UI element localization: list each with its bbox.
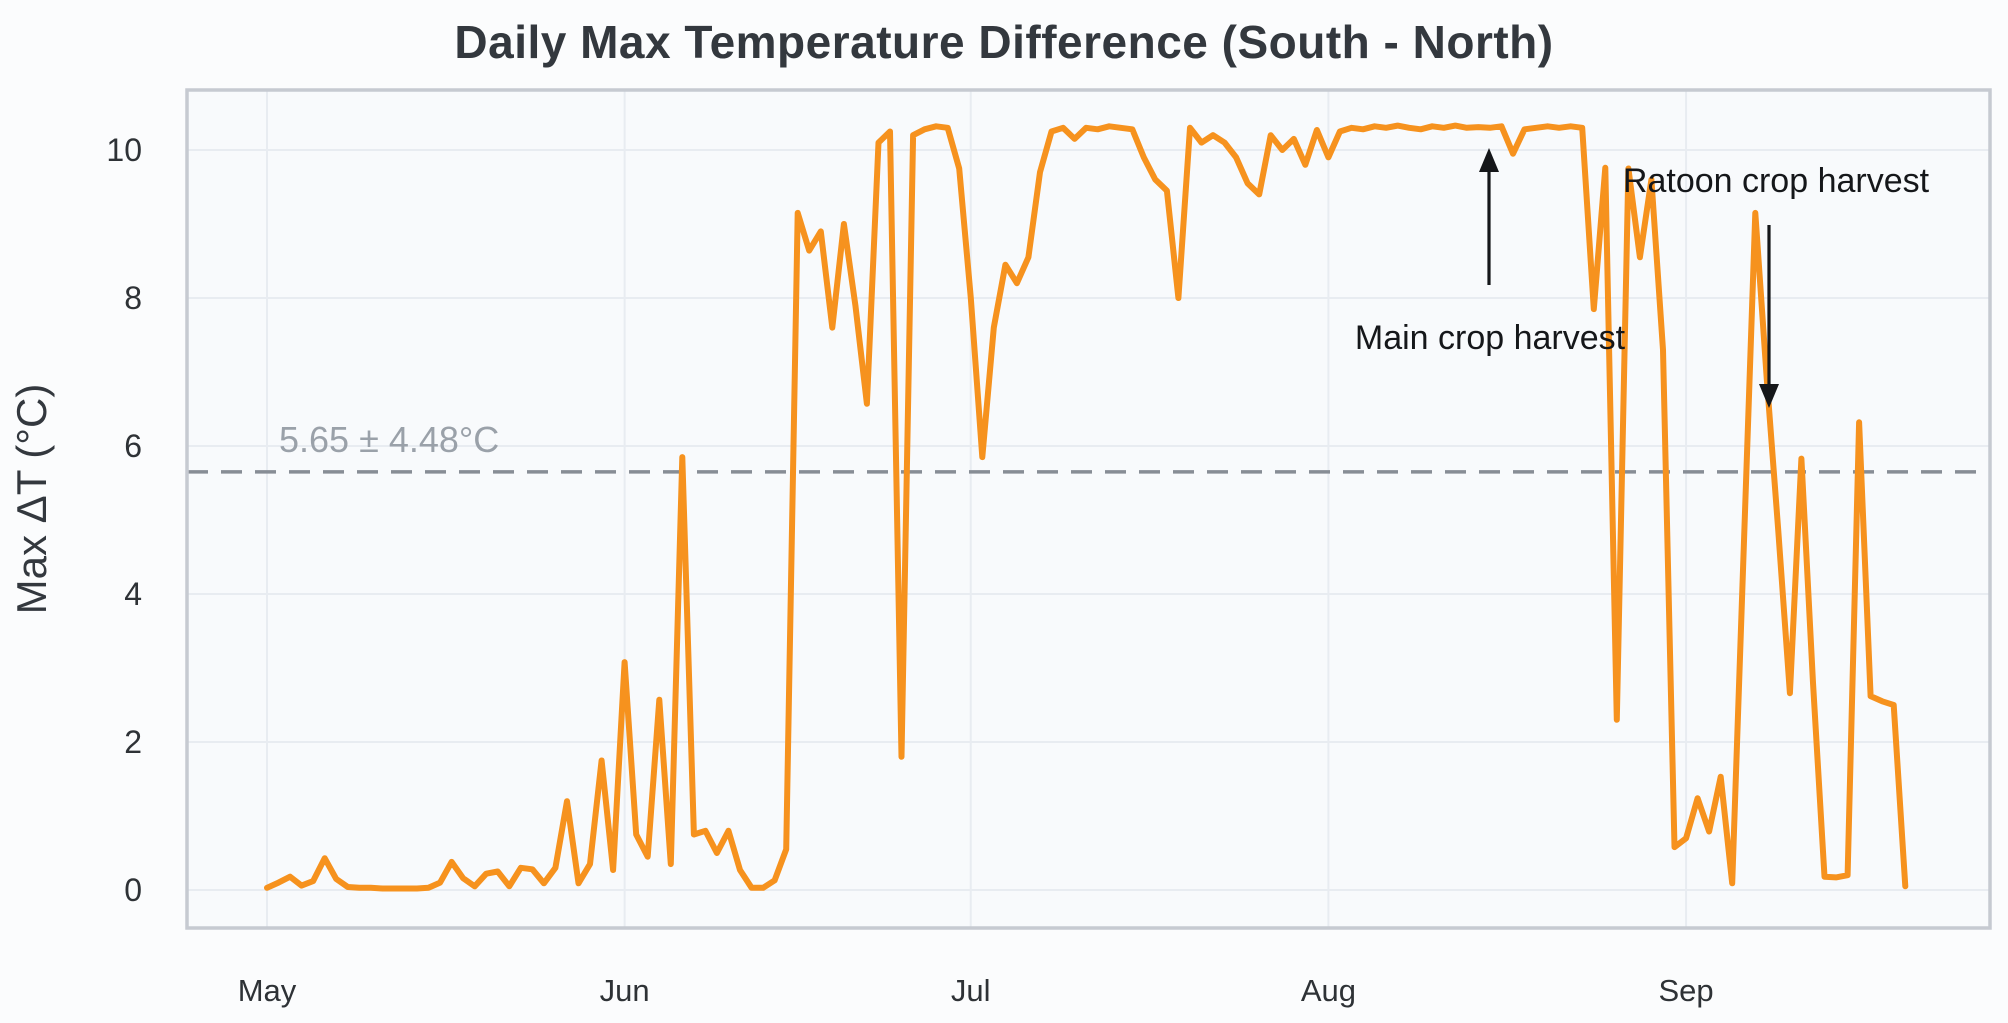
y-axis-tick-labels: 0 2 4 6 8 10	[106, 132, 142, 908]
y-tick-0: 0	[124, 872, 142, 908]
chart-title: Daily Max Temperature Difference (South …	[454, 16, 1553, 68]
gridlines	[187, 90, 1990, 928]
x-tick-Aug: Aug	[1301, 973, 1356, 1008]
y-axis-label: Max ΔT (°C)	[8, 384, 55, 615]
plot-border	[185, 88, 1992, 930]
y-tick-6: 6	[124, 428, 142, 464]
annotation-arrows	[1479, 148, 1779, 408]
y-tick-2: 2	[124, 724, 142, 760]
temperature-series-line	[264, 122, 1909, 892]
mean-value-label: 5.65 ± 4.48°C	[279, 419, 499, 460]
ratoon-crop-harvest-arrow	[1759, 225, 1779, 408]
plot-area	[187, 90, 1990, 928]
x-tick-Jun: Jun	[600, 973, 650, 1008]
y-tick-4: 4	[124, 576, 142, 612]
main-crop-harvest-label: Main crop harvest	[1355, 319, 1626, 357]
ratoon-crop-harvest-label: Ratoon crop harvest	[1623, 162, 1930, 200]
x-tick-Sep: Sep	[1658, 973, 1713, 1008]
x-axis-month-labels: May Jun Jul Aug Sep	[238, 973, 1714, 1008]
x-tick-May: May	[238, 973, 297, 1008]
y-tick-10: 10	[106, 132, 142, 168]
main-crop-harvest-arrow	[1479, 148, 1499, 285]
x-tick-Jul: Jul	[951, 973, 991, 1008]
y-tick-8: 8	[124, 280, 142, 316]
